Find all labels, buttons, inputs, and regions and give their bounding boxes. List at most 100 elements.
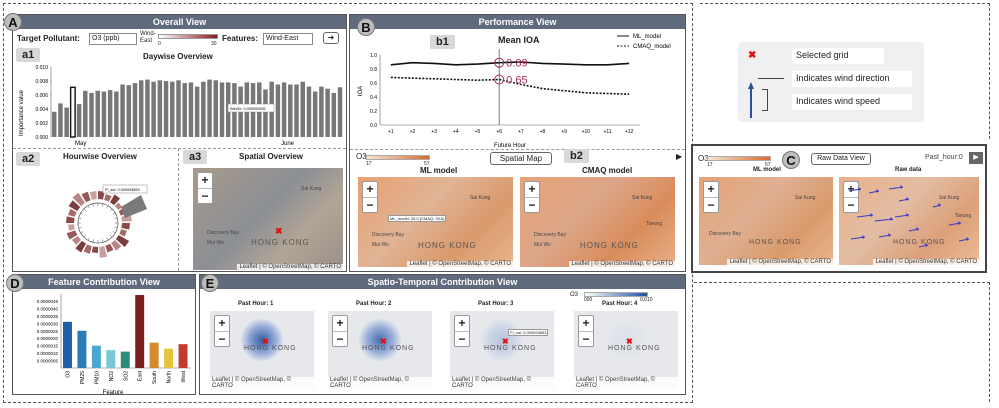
raw-data-view-button[interactable]: Raw Data View bbox=[811, 153, 871, 165]
daywise-bar[interactable] bbox=[157, 80, 163, 137]
b2-ml-map[interactable]: + − Sai Kung Discovery Bay Mui Wo ML_mode… bbox=[358, 177, 513, 267]
feature-bar-so2[interactable] bbox=[120, 351, 130, 368]
daywise-bar[interactable] bbox=[120, 84, 125, 138]
map-attribution[interactable]: Leaflet | © OpenStreetMap, © CARTO bbox=[574, 377, 678, 389]
daywise-bar[interactable] bbox=[151, 81, 156, 137]
hourwise-segment[interactable] bbox=[111, 239, 122, 251]
map-attribution[interactable]: Leaflet | © OpenStreetMap, © CARTO bbox=[237, 264, 343, 270]
daywise-bar[interactable] bbox=[275, 84, 281, 138]
raw-data-map[interactable]: + − Sai Kung Tseung HONG KONG Leaflet | ©… bbox=[839, 177, 979, 265]
daywise-bar[interactable] bbox=[76, 104, 82, 137]
feature-bar-o3[interactable] bbox=[63, 321, 72, 368]
map-attribution[interactable]: Leaflet | © OpenStreetMap, © CARTO bbox=[328, 377, 432, 389]
hourwise-segment[interactable] bbox=[66, 230, 78, 240]
spatial-overview-map[interactable]: + − Sai Kung Discovery Bay Mui Wo HONG KO… bbox=[193, 168, 343, 270]
spatio-map-hour-2[interactable]: + − HONG KONG ✖ Leaflet | © OpenStreetMap, ©… bbox=[328, 311, 432, 389]
hourwise-segment[interactable] bbox=[110, 194, 121, 206]
daywise-bar[interactable] bbox=[95, 90, 100, 137]
daywise-bar[interactable] bbox=[58, 103, 63, 137]
hourwise-segment[interactable] bbox=[83, 244, 92, 254]
daywise-bar[interactable] bbox=[138, 80, 144, 137]
daywise-bar[interactable] bbox=[219, 82, 225, 137]
feature-bar-pm25[interactable] bbox=[77, 330, 87, 368]
zoom-out-button[interactable]: − bbox=[579, 331, 593, 346]
hourwise-segment[interactable] bbox=[72, 192, 85, 207]
play-icon[interactable]: ▶ bbox=[676, 152, 683, 161]
zoom-in-button[interactable]: + bbox=[336, 316, 344, 330]
daywise-bar[interactable] bbox=[182, 83, 187, 137]
b2-cmaq-map[interactable]: + − Sai Kung Tseung Discovery Bay Mui Wo … bbox=[520, 177, 675, 267]
zoom-in-button[interactable]: + bbox=[458, 316, 466, 330]
map-attribution[interactable]: Leaflet | © OpenStreetMap, © CARTO bbox=[450, 377, 554, 389]
forward-arrow-button[interactable]: ➜ bbox=[323, 32, 339, 44]
daywise-bar[interactable] bbox=[331, 92, 337, 137]
zoom-in-button[interactable]: + bbox=[218, 316, 226, 330]
zoom-in-button[interactable]: + bbox=[847, 182, 855, 196]
daywise-bar[interactable] bbox=[114, 91, 119, 138]
daywise-bar[interactable] bbox=[83, 90, 88, 137]
feature-bar-south[interactable] bbox=[149, 342, 159, 368]
daywise-bar[interactable] bbox=[107, 90, 113, 137]
spatio-map-hour-1[interactable]: + − HONG KONG ✖ Leaflet | © OpenStreetMap, ©… bbox=[210, 311, 314, 389]
hourwise-segment[interactable] bbox=[115, 235, 130, 248]
daywise-bar[interactable] bbox=[132, 83, 138, 137]
daywise-bar[interactable] bbox=[337, 87, 343, 137]
map-attribution[interactable]: Leaflet | © OpenStreetMap, © CARTO bbox=[569, 261, 675, 267]
daywise-bar[interactable] bbox=[194, 86, 200, 137]
feature-bar-north[interactable] bbox=[164, 348, 174, 368]
daywise-bar[interactable] bbox=[319, 86, 324, 137]
hourwise-segment[interactable] bbox=[121, 223, 130, 230]
map-attribution[interactable]: Leaflet | © OpenStreetMap, © CARTO bbox=[407, 261, 513, 267]
feature-bar-pm10[interactable] bbox=[91, 345, 101, 368]
target-pollutant-select[interactable]: O3 (ppb) bbox=[89, 33, 137, 45]
map-attribution[interactable]: Leaflet | © OpenStreetMap, © CARTO bbox=[210, 377, 314, 389]
feature-bar-west[interactable] bbox=[178, 344, 188, 368]
zoom-out-button[interactable]: − bbox=[333, 331, 347, 346]
zoom-out-button[interactable]: − bbox=[215, 331, 229, 346]
feature-bar-no2[interactable] bbox=[106, 350, 116, 368]
zoom-out-button[interactable]: − bbox=[363, 197, 377, 212]
daywise-bar[interactable] bbox=[288, 84, 293, 138]
zoom-in-button[interactable]: + bbox=[528, 182, 536, 196]
daywise-bar[interactable] bbox=[281, 82, 287, 137]
zoom-in-button[interactable]: + bbox=[582, 316, 590, 330]
daywise-bar[interactable] bbox=[213, 80, 219, 137]
zoom-out-button[interactable]: − bbox=[455, 331, 469, 346]
daywise-bar[interactable] bbox=[101, 91, 107, 138]
hourwise-segment[interactable] bbox=[68, 200, 81, 211]
zoom-out-button[interactable]: − bbox=[844, 197, 858, 212]
daywise-bar[interactable] bbox=[69, 86, 76, 138]
hourwise-segment[interactable] bbox=[114, 202, 123, 210]
daywise-bar[interactable] bbox=[188, 82, 194, 137]
hourwise-segment[interactable] bbox=[68, 208, 77, 217]
daywise-bar[interactable] bbox=[300, 81, 305, 137]
hourwise-segment[interactable] bbox=[72, 236, 82, 245]
daywise-bar[interactable] bbox=[170, 81, 175, 137]
daywise-bar[interactable] bbox=[325, 88, 330, 137]
daywise-bar[interactable] bbox=[163, 81, 169, 137]
hourwise-segment[interactable] bbox=[66, 216, 75, 223]
daywise-bar[interactable] bbox=[207, 79, 212, 137]
hourwise-segment[interactable] bbox=[75, 240, 86, 253]
daywise-bar[interactable] bbox=[176, 80, 181, 137]
zoom-out-button[interactable]: − bbox=[525, 197, 539, 212]
daywise-bar[interactable] bbox=[312, 91, 318, 138]
map-attribution[interactable]: Leaflet | © OpenStreetMap, © CARTO bbox=[873, 259, 979, 265]
daywise-bar[interactable] bbox=[306, 86, 312, 137]
daywise-bar[interactable] bbox=[263, 89, 268, 137]
feature-bar-east[interactable] bbox=[135, 295, 145, 368]
zoom-in-button[interactable]: + bbox=[366, 182, 374, 196]
daywise-bar[interactable] bbox=[145, 79, 150, 137]
daywise-bar[interactable] bbox=[294, 84, 299, 138]
hourwise-segment[interactable] bbox=[104, 194, 112, 202]
zoom-in-button[interactable]: + bbox=[201, 173, 209, 187]
spatial-map-button[interactable]: Spatial Map bbox=[490, 152, 552, 165]
features-select[interactable]: Wind-East bbox=[263, 33, 313, 45]
daywise-bar[interactable] bbox=[89, 92, 94, 137]
zoom-out-button[interactable]: − bbox=[198, 188, 212, 203]
hourwise-segment[interactable] bbox=[99, 246, 108, 258]
hourwise-segment[interactable] bbox=[81, 191, 91, 203]
daywise-bar[interactable] bbox=[64, 107, 69, 137]
hourwise-segment[interactable] bbox=[68, 224, 75, 231]
hourwise-segment[interactable] bbox=[105, 243, 114, 253]
